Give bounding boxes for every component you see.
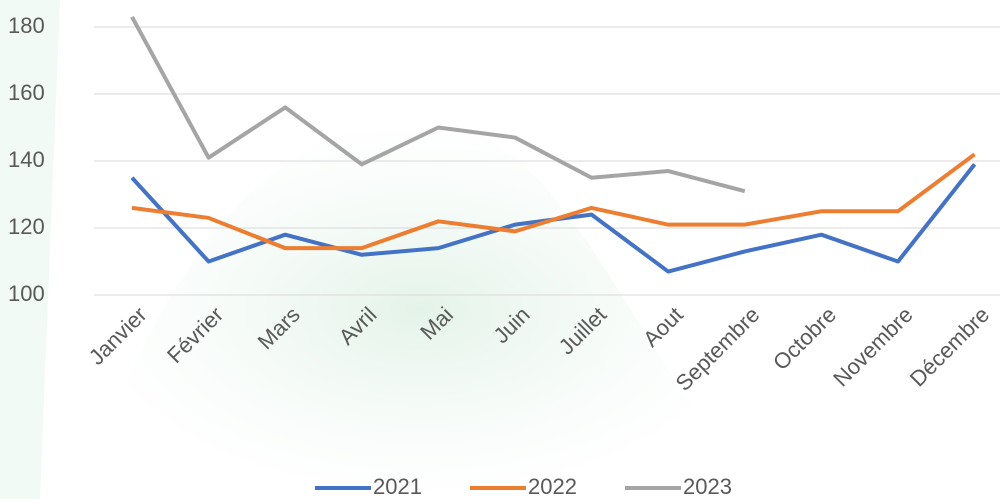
legend-label: 2022	[528, 474, 577, 499]
y-tick-label: 140	[8, 147, 45, 172]
page: {"chart_data": {"type": "line", "categor…	[0, 0, 1001, 499]
x-tick-label: Octobre	[768, 302, 841, 375]
legend-label: 2021	[373, 474, 422, 499]
x-tick-label: Novembre	[828, 302, 917, 391]
y-tick-label: 100	[8, 281, 45, 306]
x-tick-label: Décembre	[905, 302, 994, 391]
y-tick-label: 180	[8, 13, 45, 38]
x-tick-label: Septembre	[671, 302, 765, 396]
y-tick-label: 160	[8, 80, 45, 105]
background-watermark	[0, 0, 60, 499]
background-watermark	[80, 120, 760, 499]
y-tick-label: 120	[8, 214, 45, 239]
chart: 100120140160180JanvierFévrierMarsAvrilMa…	[0, 0, 1001, 499]
legend-label: 2023	[683, 474, 732, 499]
